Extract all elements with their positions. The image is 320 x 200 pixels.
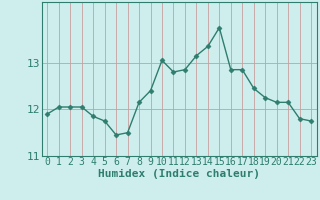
X-axis label: Humidex (Indice chaleur): Humidex (Indice chaleur) xyxy=(98,169,260,179)
